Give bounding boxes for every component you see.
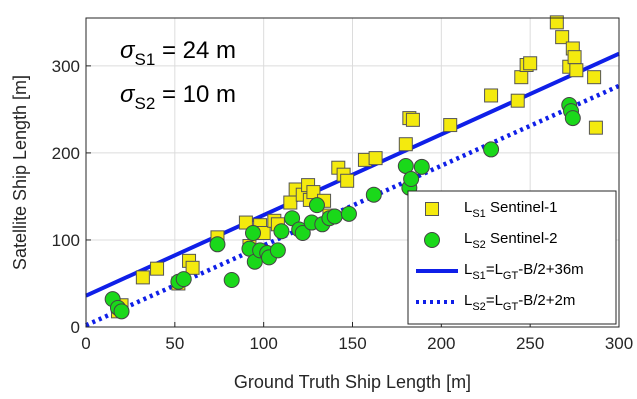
y-tick-label: 300: [52, 57, 80, 76]
sentinel2-point: [284, 210, 301, 227]
points-layer: [104, 15, 603, 320]
sentinel1-point: [555, 30, 570, 45]
x-tick-label: 300: [605, 334, 633, 353]
sentinel2-point: [269, 242, 286, 259]
sentinel1-point: [549, 15, 564, 30]
x-tick-label: 100: [249, 334, 277, 353]
x-tick-label: 200: [427, 334, 455, 353]
legend-entry-label: LS2 Sentinel-2: [464, 230, 558, 251]
sentinel2-point: [340, 205, 357, 222]
sentinel2-point: [113, 303, 130, 320]
x-tick-label: 0: [81, 334, 90, 353]
sentinel2-point: [175, 271, 192, 288]
y-tick-label: 200: [52, 144, 80, 163]
sentinel2-point: [413, 158, 430, 175]
sentinel1-point: [150, 261, 165, 276]
sentinel1-point: [587, 70, 602, 85]
y-axis-label: Satellite Ship Length [m]: [10, 75, 30, 270]
sentinel1-point: [569, 63, 584, 78]
sentinel1-point: [238, 215, 253, 230]
sentinel1-point: [567, 50, 582, 65]
sentinel1-point: [340, 173, 355, 188]
legend: LS1 Sentinel-1 LS2 Sentinel-2 LS1=LGT-B/2+…: [407, 190, 617, 325]
legend-square-swatch: [425, 202, 439, 216]
sentinel2-point: [403, 171, 420, 188]
y-tick-label: 0: [71, 318, 80, 337]
x-axis-label: Ground Truth Ship Length [m]: [234, 372, 471, 392]
sentinel2-point: [326, 208, 343, 225]
sentinel2-point: [308, 197, 325, 214]
sentinel2-point: [209, 236, 226, 253]
x-tick-label: 250: [516, 334, 544, 353]
sigma-annotation: σS2 = 10 m: [120, 81, 236, 113]
sentinel1-point: [283, 195, 298, 210]
sentinel2-point: [483, 141, 500, 158]
sentinel1-point: [185, 260, 200, 275]
sentinel2-point: [365, 186, 382, 203]
sentinel2-point: [273, 223, 290, 240]
sentinel2-point: [245, 224, 262, 241]
x-tick-label: 50: [165, 334, 184, 353]
sentinel1-point: [484, 88, 499, 103]
legend-entry-label: LS1 Sentinel-1: [464, 199, 558, 220]
sentinel1-point: [398, 137, 413, 152]
legend-entry-label: LS1=LGT-B/2+36m: [464, 261, 584, 282]
sigma-annotations: σS1 = 24 m σS2 = 10 m: [120, 37, 236, 113]
sentinel2-point: [223, 271, 240, 288]
sentinel2-point: [564, 110, 581, 127]
sentinel1-point: [135, 270, 150, 285]
legend-circle-swatch: [424, 232, 440, 248]
ticks-layer: 0 50 100 150 200 250 300 0 100 200 300: [52, 57, 634, 353]
sentinel1-point: [405, 112, 420, 127]
sentinel1-point: [368, 151, 383, 166]
sentinel1-point: [523, 56, 538, 71]
y-tick-label: 100: [52, 231, 80, 250]
sentinel1-point: [588, 120, 603, 135]
legend-entry-label: LS2=LGT-B/2+2m: [464, 292, 575, 313]
sigma-annotation: σS1 = 24 m: [120, 37, 236, 69]
sentinel1-point: [510, 93, 525, 108]
sentinel1-point: [443, 118, 458, 133]
sentinel1-point: [514, 70, 529, 85]
sentinel2-point: [294, 224, 311, 241]
x-tick-label: 150: [338, 334, 366, 353]
legend-box: [407, 190, 617, 325]
